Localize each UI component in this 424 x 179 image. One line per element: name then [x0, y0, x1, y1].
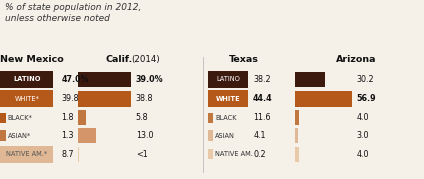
- Text: 30.2: 30.2: [356, 75, 374, 84]
- Bar: [0, 90, 53, 107]
- Text: 3.0: 3.0: [356, 131, 368, 140]
- Text: 39.0%: 39.0%: [136, 75, 163, 84]
- Text: Arizona: Arizona: [336, 55, 377, 64]
- Text: 56.9: 56.9: [356, 94, 376, 103]
- Bar: [208, 149, 213, 159]
- Bar: [78, 110, 86, 125]
- Bar: [208, 71, 248, 88]
- Text: <1: <1: [136, 150, 148, 159]
- Text: Texas: Texas: [229, 55, 259, 64]
- Text: 13.0: 13.0: [136, 131, 153, 140]
- Text: 11.6: 11.6: [253, 113, 271, 122]
- Bar: [78, 91, 131, 107]
- Text: NATIVE AM.: NATIVE AM.: [215, 151, 253, 157]
- Text: 1.3: 1.3: [61, 131, 74, 140]
- Bar: [78, 147, 79, 162]
- Bar: [0, 146, 53, 163]
- Text: LATINO: LATINO: [13, 76, 41, 82]
- Bar: [0, 130, 6, 141]
- Text: BLACK*: BLACK*: [8, 115, 33, 121]
- Text: WHITE: WHITE: [215, 96, 240, 102]
- Text: LATINO: LATINO: [216, 76, 240, 82]
- Text: New Mexico: New Mexico: [0, 55, 64, 64]
- Text: 39.8: 39.8: [61, 94, 79, 103]
- Bar: [208, 90, 248, 107]
- Bar: [208, 130, 213, 141]
- Text: WHITE*: WHITE*: [14, 96, 39, 102]
- Text: 38.8: 38.8: [136, 94, 153, 103]
- Bar: [78, 128, 96, 143]
- Bar: [208, 113, 213, 123]
- Text: ASIAN*: ASIAN*: [8, 133, 31, 139]
- Bar: [295, 147, 298, 162]
- Bar: [295, 128, 298, 143]
- Text: 4.0: 4.0: [356, 113, 368, 122]
- Text: % of state population in 2012,
unless otherwise noted: % of state population in 2012, unless ot…: [5, 3, 142, 23]
- Bar: [295, 91, 352, 107]
- Bar: [78, 72, 131, 87]
- Text: 47.0%: 47.0%: [61, 75, 89, 84]
- Text: 1.8: 1.8: [61, 113, 74, 122]
- Text: BLACK: BLACK: [215, 115, 237, 121]
- Text: (2014): (2014): [131, 55, 160, 64]
- Text: 38.2: 38.2: [253, 75, 271, 84]
- Text: NATIVE AM.*: NATIVE AM.*: [6, 151, 47, 157]
- Text: Calif.: Calif.: [105, 55, 132, 64]
- Text: 4.1: 4.1: [253, 131, 265, 140]
- Bar: [0, 71, 53, 88]
- Bar: [295, 110, 298, 125]
- Text: 44.4: 44.4: [253, 94, 273, 103]
- Text: 4.0: 4.0: [356, 150, 368, 159]
- Text: 8.7: 8.7: [61, 150, 74, 159]
- Text: ASIAN: ASIAN: [215, 133, 235, 139]
- Bar: [295, 72, 325, 87]
- Bar: [0, 113, 6, 123]
- Text: 5.8: 5.8: [136, 113, 148, 122]
- Text: 0.2: 0.2: [253, 150, 266, 159]
